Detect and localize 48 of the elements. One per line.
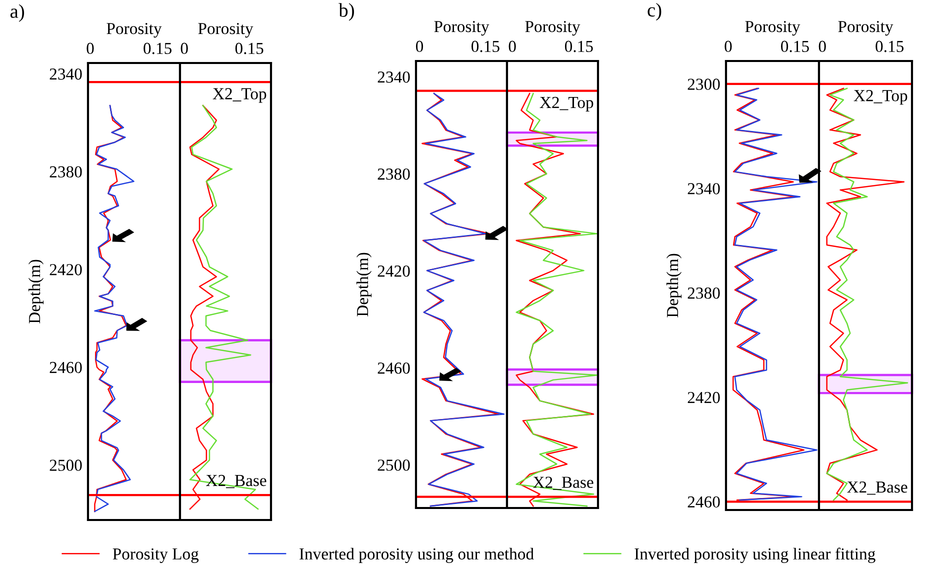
- y-axis-title: Depth(m): [28, 260, 44, 324]
- y-tick-label: 2380: [50, 166, 82, 178]
- x-tick-label: 0.15: [781, 40, 809, 52]
- x-axis-title: Porosity: [434, 20, 490, 36]
- x-tick-label: 0.15: [472, 40, 500, 52]
- x-tick-label: 0.15: [144, 42, 172, 54]
- x-axis-title: Porosity: [745, 20, 800, 36]
- x-tick-label: 0: [508, 40, 516, 52]
- legend-label: Porosity Log: [112, 548, 199, 563]
- legend-label: Inverted porosity using our method: [300, 548, 534, 563]
- y-tick-label: 2340: [688, 183, 720, 194]
- x-axis-title: Porosity: [106, 22, 162, 38]
- x-axis-title: Porosity: [198, 22, 254, 38]
- chart-title: b): [338, 3, 354, 21]
- y-tick-label: 2500: [378, 460, 410, 471]
- x-tick-label: 0: [724, 40, 732, 52]
- x-tick-label: 0.15: [564, 40, 593, 52]
- x-tick-label: 0: [416, 40, 424, 52]
- ref-line-label: X2_Top: [854, 90, 908, 105]
- ref-line-label: X2_Top: [212, 88, 266, 103]
- y-tick-label: 2340: [50, 68, 82, 80]
- ref-line-label: X2_Base: [533, 476, 594, 490]
- y-tick-label: 2460: [688, 496, 720, 508]
- y-tick-label: 2500: [50, 460, 82, 471]
- ref-line-label: X2_Top: [540, 96, 594, 112]
- y-tick-label: 2420: [50, 264, 82, 276]
- y-tick-label: 2380: [688, 288, 720, 299]
- y-tick-label: 2420: [688, 392, 720, 404]
- x-axis-title: Porosity: [838, 20, 894, 36]
- x-tick-label: 0: [86, 42, 94, 54]
- y-tick-label: 2460: [50, 362, 82, 374]
- y-tick-label: 2300: [688, 78, 720, 90]
- y-tick-label: 2340: [378, 71, 410, 83]
- y-axis-title: Depth(m): [356, 252, 372, 316]
- x-tick-label: 0.15: [876, 40, 904, 52]
- legend-label: Inverted porosity using linear fitting: [634, 548, 876, 563]
- x-tick-label: 0: [180, 42, 188, 54]
- y-axis-title: Depth(m): [666, 254, 682, 318]
- ref-line-label: X2_Base: [206, 474, 266, 488]
- x-tick-label: 0.15: [235, 42, 264, 54]
- chart-title: c): [648, 2, 662, 21]
- y-tick-label: 2460: [378, 362, 410, 374]
- y-tick-label: 2380: [378, 168, 410, 180]
- x-axis-title: Porosity: [525, 20, 580, 36]
- chart-title: a): [10, 4, 24, 22]
- x-tick-label: 0: [818, 40, 826, 52]
- y-tick-label: 2420: [378, 265, 410, 277]
- ref-line-label: X2_Base: [847, 482, 908, 495]
